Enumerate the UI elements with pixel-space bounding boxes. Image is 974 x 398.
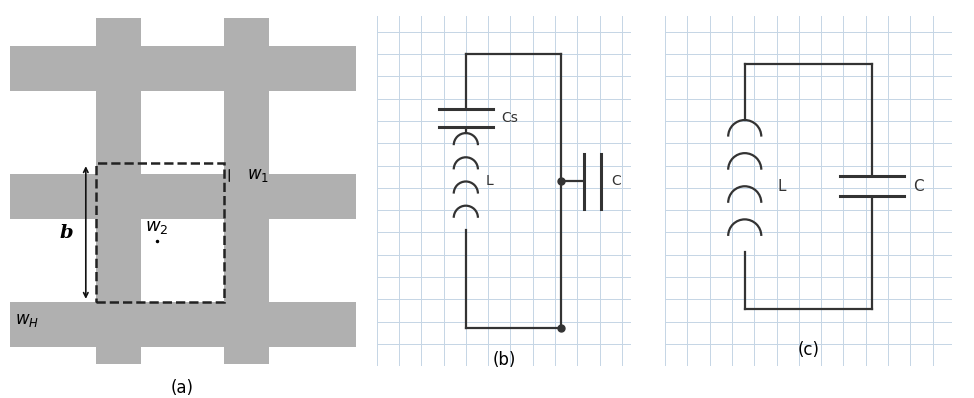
Text: (b): (b) (493, 351, 515, 369)
Text: $w_2$: $w_2$ (145, 219, 169, 236)
Text: b: b (60, 224, 74, 242)
Bar (10, 46, 356, 91)
Text: Cs: Cs (501, 111, 518, 125)
Text: L: L (777, 179, 786, 194)
Bar (10, 174, 356, 219)
Text: (c): (c) (798, 341, 819, 359)
Text: C: C (914, 179, 924, 194)
Text: $w_1$: $w_1$ (246, 167, 269, 184)
Text: (a): (a) (171, 379, 194, 397)
Bar (96, 163, 224, 302)
Bar (10, 302, 356, 347)
Text: $w_H$: $w_H$ (15, 312, 39, 329)
Bar (224, 18, 269, 364)
Text: L: L (486, 174, 494, 189)
Bar (96, 18, 141, 364)
Text: C: C (611, 174, 620, 189)
